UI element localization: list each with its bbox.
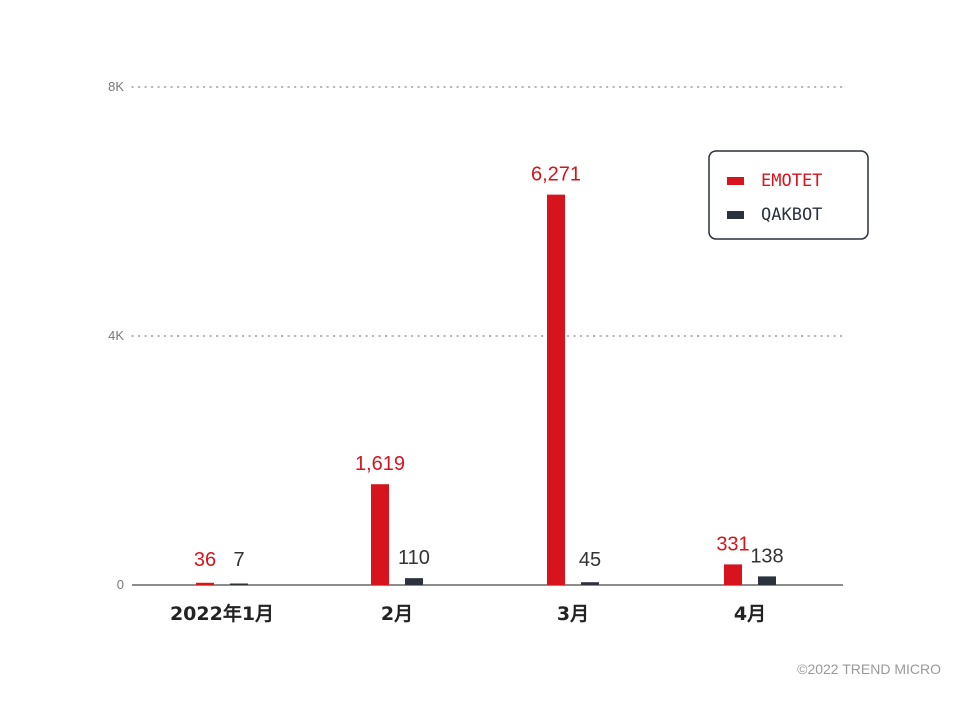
copyright-text: ©2022 TREND MICRO	[797, 661, 941, 677]
x-tick-label: 2022年1月	[170, 602, 274, 625]
data-label-qakbot-1: 110	[398, 547, 430, 569]
legend-label-qakbot: QAKBOT	[761, 205, 822, 225]
bars: 36 1,619 6,271 331 7 110 45 138	[194, 164, 784, 585]
bar-qakbot-1	[405, 578, 423, 585]
gridlines	[131, 86, 844, 337]
legend-box	[708, 150, 869, 240]
legend-swatch-emotet	[727, 177, 744, 185]
data-label-emotet-1: 1,619	[355, 453, 405, 475]
x-axis: 2022年1月 2月 3月 4月	[170, 602, 766, 625]
legend-swatch-qakbot	[727, 211, 744, 219]
y-tick-label: 8K	[108, 79, 124, 94]
x-tick-label: 3月	[557, 603, 589, 625]
data-label-emotet-3: 331	[716, 533, 749, 555]
data-label-qakbot-2: 45	[579, 549, 601, 571]
y-tick-label: 0	[117, 577, 124, 592]
data-label-emotet-0: 36	[194, 549, 216, 571]
data-label-qakbot-0: 7	[233, 549, 244, 571]
legend-label-emotet: EMOTET	[761, 171, 822, 191]
y-axis: 0 4K 8K	[108, 79, 124, 592]
bar-emotet-3	[724, 564, 742, 585]
bar-qakbot-2	[581, 582, 599, 585]
x-tick-label: 4月	[734, 603, 766, 625]
x-tick-label: 2月	[381, 603, 413, 625]
bar-emotet-1	[371, 484, 389, 585]
legend: EMOTET QAKBOT	[708, 150, 869, 240]
bar-qakbot-3	[758, 576, 776, 585]
bar-emotet-0	[196, 582, 214, 585]
data-label-qakbot-3: 138	[750, 545, 783, 567]
data-label-emotet-2: 6,271	[531, 164, 581, 186]
bar-emotet-2	[547, 194, 565, 585]
y-tick-label: 4K	[108, 328, 124, 343]
bar-qakbot-0	[230, 583, 248, 585]
